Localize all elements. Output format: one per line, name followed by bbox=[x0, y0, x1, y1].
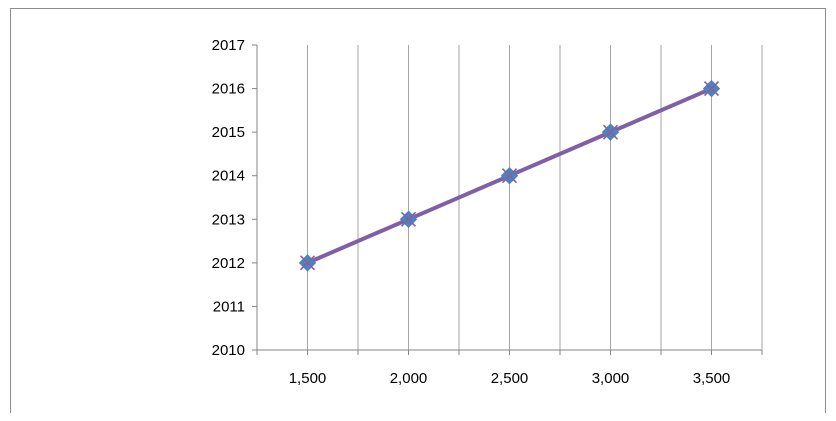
y-tick-label: 2015 bbox=[212, 124, 245, 141]
data-point-x bbox=[299, 255, 316, 271]
y-tick-label: 2014 bbox=[212, 168, 245, 185]
x-axis-ticks: 1,500 2,000 2,500 3,000 3,500 bbox=[256, 350, 763, 387]
y-tick-label: 2011 bbox=[213, 298, 245, 315]
data-point-x bbox=[602, 124, 619, 140]
data-point-x-stroke bbox=[299, 255, 316, 271]
data-point-x-stroke bbox=[501, 168, 518, 184]
gridlines bbox=[307, 45, 763, 350]
x-tick-label: 2,000 bbox=[390, 370, 428, 387]
y-tick-label: 2010 bbox=[212, 342, 245, 359]
data-point-x-stroke bbox=[703, 81, 720, 97]
data-point-x-stroke bbox=[602, 124, 619, 140]
chart-area bbox=[10, 8, 826, 413]
series bbox=[298, 79, 721, 272]
y-tick-label: 2016 bbox=[212, 81, 245, 98]
x-tick-label: 1,500 bbox=[289, 370, 327, 387]
data-point-x bbox=[400, 211, 417, 227]
x-tick-label: 3,000 bbox=[592, 370, 630, 387]
y-axis-ticks: 2010 2011 2012 2013 2014 2015 2016 2017 bbox=[212, 37, 257, 359]
y-tick-label: 2012 bbox=[212, 255, 245, 272]
x-tick-label: 3,500 bbox=[693, 370, 731, 387]
y-tick-label: 2013 bbox=[212, 211, 245, 228]
y-tick-label: 2017 bbox=[212, 37, 245, 54]
data-point-x-stroke bbox=[400, 211, 417, 227]
x-tick-label: 2,500 bbox=[491, 370, 529, 387]
data-point-x bbox=[703, 81, 720, 97]
data-point-x bbox=[501, 168, 518, 184]
